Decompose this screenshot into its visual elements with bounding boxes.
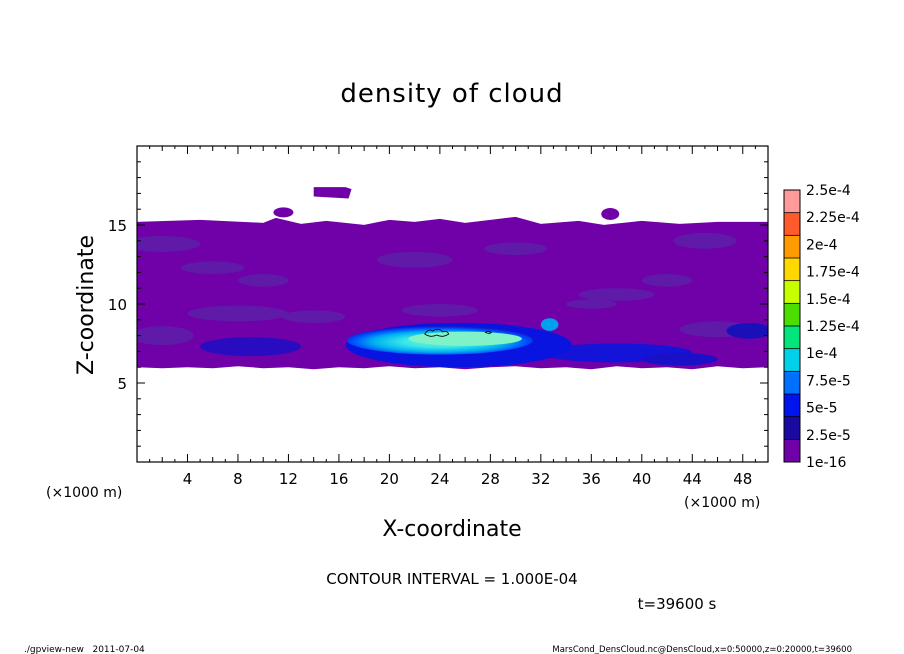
time-label: t=39600 s [638,595,717,613]
density-streak [137,236,201,252]
colorbar-swatch [784,371,800,395]
y-tick-label: 10 [108,296,127,314]
chart-title: density of cloud [340,79,563,109]
colorbar-label: 5e-5 [806,401,837,417]
colorbar-label: 1e-4 [806,346,838,362]
density-streak [237,273,289,287]
x-unit-label-left: (×1000 m) [46,485,122,501]
cloud-layer-fill [137,216,768,370]
colorbar-swatch [784,326,800,350]
x-tick-label: 4 [183,470,193,488]
density-streak [566,299,617,309]
contour-line [484,331,492,334]
colorbar-label: 2.5e-4 [806,183,851,199]
density-band [200,337,302,357]
dense-cell [540,318,559,331]
density-streak [673,232,737,249]
contour-interval-label: CONTOUR INTERVAL = 1.000E-04 [326,570,577,588]
y-axis-label: Z-coordinate [74,235,99,375]
x-tick-labels: 4 8 12 16 20 24 28 32 36 40 44 48 [183,470,753,488]
colorbar-swatch [784,439,800,463]
colorbar-swatch [784,348,800,372]
colorbar-swatch [784,258,800,282]
y-tick-label: 15 [108,217,127,235]
colorbar-swatch [784,235,800,259]
cloud-puff [601,207,620,220]
x-tick-label: 40 [632,470,651,488]
footer-right: MarsCond_DensCloud.nc@DensCloud,x=0:5000… [552,645,852,654]
density-band [726,322,768,339]
x-tick-label: 28 [481,470,500,488]
density-streak [641,273,693,287]
x-unit-label-right: (×1000 m) [684,495,760,511]
colorbar-swatch [784,394,800,418]
x-tick-label: 48 [733,470,752,488]
x-tick-label: 36 [582,470,601,488]
isolated-cloud-blob [313,187,352,199]
colorbar-label: 2.5e-5 [806,428,851,444]
cloud-density-field [137,187,768,370]
y-tick-labels: 5 10 15 [108,217,127,393]
x-tick-label: 20 [380,470,399,488]
density-streak [484,242,548,256]
density-streak [578,288,655,301]
density-streak [137,326,194,346]
cloud-puff [273,207,294,218]
colorbar-swatch [784,280,800,304]
x-axis-label: X-coordinate [382,517,521,542]
x-tick-label: 24 [430,470,449,488]
contour-line [424,328,450,337]
colorbar-label: 1e-16 [806,455,846,471]
density-streak [187,305,289,322]
colorbar-swatch [784,190,800,214]
x-tick-label: 12 [279,470,298,488]
colorbar-label: 1.75e-4 [806,265,860,281]
colorbar-label: 2e-4 [806,237,838,253]
x-tick-label: 8 [233,470,243,488]
x-tick-label: 32 [531,470,550,488]
colorbar-label: 1.25e-4 [806,319,860,335]
density-streak [282,310,346,323]
density-streak [376,251,453,268]
density-streak [181,261,245,274]
x-tick-label: 16 [329,470,348,488]
x-tick-label: 44 [683,470,702,488]
density-band [641,352,718,366]
colorbar: 2.5e-4 2.25e-4 2e-4 1.75e-4 1.5e-4 1.25e-4 1e-… [783,183,860,471]
colorbar-label: 7.5e-5 [806,373,851,389]
footer-left: ./gpview-new 2011-07-04 [24,645,145,654]
colorbar-swatch [784,212,800,236]
axis-ticks [137,146,768,462]
colorbar-label: 1.5e-4 [806,292,851,308]
colorbar-label: 2.25e-4 [806,210,860,226]
colorbar-swatch [784,416,800,440]
density-streak [402,304,478,317]
colorbar-swatch [784,303,800,327]
y-tick-label: 5 [117,375,127,393]
